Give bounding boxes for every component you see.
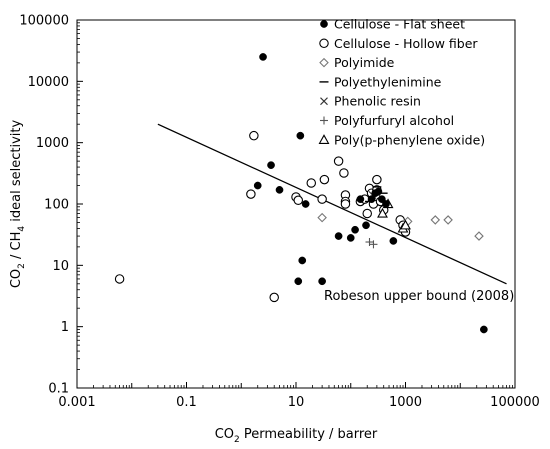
cellulose-flat-sheet-point (382, 200, 390, 208)
polyimide-point (430, 215, 441, 225)
cellulose-hollow-fiber-point (246, 189, 256, 199)
y-tick-label: 0.1 (48, 382, 69, 397)
cellulose-hollow-fiber-point (306, 178, 317, 188)
y-tick-label: 10000 (28, 75, 69, 90)
cellulose-flat-sheet-point (389, 237, 398, 245)
cellulose-flat-sheet-point (367, 195, 376, 203)
cellulose-flat-sheet-point (362, 221, 370, 230)
legend-marker (320, 97, 328, 106)
cellulose-hollow-fiber-point (293, 195, 304, 206)
x-tick-label: 10 (288, 395, 305, 410)
x-tick-label: 1000 (389, 395, 422, 410)
cellulose-flat-sheet-point (267, 161, 275, 169)
legend: Cellulose - Flat sheet Cellulose - Hollow… (318, 17, 485, 147)
y-tick-label: 100 (44, 198, 69, 213)
polyimide-point (443, 215, 453, 225)
cellulose-hollow-fiber-point (340, 199, 351, 209)
legend-marker (319, 38, 329, 49)
cellulose-hollow-fiber-point (269, 292, 279, 303)
polyfurfuryl-alcohol-point (369, 240, 378, 249)
cellulose-flat-sheet-point (259, 53, 267, 61)
robeson-upper-bound-line (157, 123, 507, 285)
cellulose-hollow-fiber-point (319, 174, 330, 185)
axis-ticks: 0.001 0.1 10 1000 1000000.111010010001000010… (19, 14, 539, 411)
cellulose-flat-sheet-point (296, 131, 305, 140)
reference-line-group (157, 123, 507, 285)
polyimide-point (474, 231, 484, 241)
poly-p-phenylene-oxide-point (400, 219, 411, 230)
y-tick-label: 1000 (36, 136, 69, 151)
legend-marker-stroke (320, 97, 328, 106)
legend-label: Cellulose - Hollow fiber (334, 36, 478, 51)
legend-marker (320, 20, 328, 28)
cellulose-hollow-fiber-point (249, 130, 259, 141)
cellulose-flat-sheet-point (346, 234, 355, 242)
legend-label: Cellulose - Flat sheet (334, 17, 465, 32)
y-tick-label: 1 (61, 320, 69, 335)
legend-label: Poly(p-phenylene oxide) (334, 132, 485, 147)
data-points (114, 53, 488, 334)
legend-label: Polyethylenimine (334, 74, 442, 89)
x-tick-label: 0.001 (58, 395, 95, 410)
legend-label: Polyimide (334, 55, 395, 70)
legend-marker (318, 134, 330, 144)
cellulose-hollow-fiber-point (317, 194, 327, 204)
legend-marker (319, 57, 329, 68)
cellulose-flat-sheet-point (253, 181, 262, 190)
cellulose-flat-sheet-point (356, 195, 365, 203)
y-axis-title: CO2 / CH4 ideal selectivity (9, 120, 27, 289)
polyimide-point (317, 212, 327, 223)
x-tick-label: 0.1 (176, 395, 197, 410)
cellulose-flat-sheet-point (298, 256, 307, 265)
cellulose-flat-sheet-point (334, 232, 343, 240)
cellulose-flat-sheet-point (374, 187, 383, 196)
cellulose-flat-sheet-point (301, 200, 310, 208)
cellulose-hollow-fiber-point (114, 274, 125, 284)
y-tick-label: 10 (52, 259, 69, 274)
y-tick-label: 100000 (19, 14, 69, 29)
cellulose-hollow-fiber-point (333, 156, 344, 166)
x-tick-label: 100000 (490, 395, 540, 410)
legend-label: Phenolic resin (334, 94, 421, 109)
cellulose-flat-sheet-point (351, 225, 359, 234)
cellulose-hollow-fiber-point (339, 168, 349, 178)
cellulose-flat-sheet-point (480, 325, 488, 334)
poly-p-phenylene-oxide-point (377, 207, 388, 218)
cellulose-hollow-fiber-point (372, 174, 382, 185)
reference-line-label: Robeson upper bound (2008) (324, 289, 514, 304)
cellulose-flat-sheet-point (318, 277, 326, 286)
cellulose-hollow-fiber-point (362, 208, 372, 219)
legend-label: Polyfurfuryl alcohol (334, 113, 454, 128)
x-axis-title: CO2 Permeability / barrer (215, 427, 378, 445)
cellulose-flat-sheet-point (275, 186, 284, 194)
legend-marker (320, 116, 328, 125)
cellulose-flat-sheet-point (294, 277, 303, 286)
